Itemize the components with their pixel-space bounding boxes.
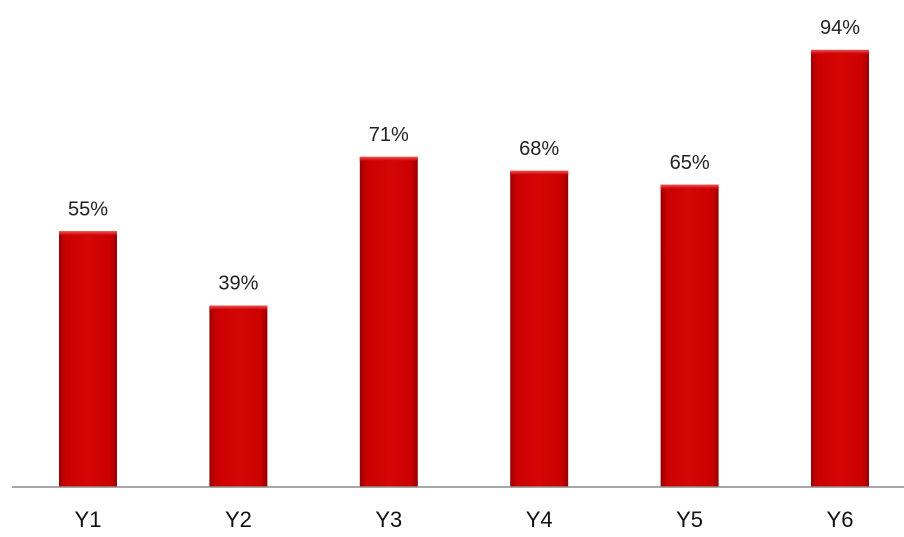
data-label-y6: 94% xyxy=(820,17,860,39)
bar-body xyxy=(209,305,268,487)
x-tick-label-y1: Y1 xyxy=(75,507,102,532)
bar-body xyxy=(811,49,869,488)
data-label-y5: 65% xyxy=(670,152,710,174)
bar-y6 xyxy=(811,49,869,488)
data-label-y4: 68% xyxy=(519,138,559,160)
bar-body xyxy=(660,184,719,487)
data-label-y3: 71% xyxy=(369,124,409,146)
bar-top-bevel xyxy=(209,305,268,310)
x-tick-label-y3: Y3 xyxy=(375,507,402,532)
bar-body xyxy=(359,156,418,487)
bar-top-bevel xyxy=(660,184,719,189)
data-label-y2: 39% xyxy=(218,273,258,295)
data-label-y1: 55% xyxy=(68,198,108,220)
bar-body xyxy=(59,231,117,487)
bars-group xyxy=(59,49,869,488)
bar-y2 xyxy=(209,305,268,487)
bar-top-bevel xyxy=(59,231,117,236)
x-tick-label-y4: Y4 xyxy=(526,507,553,532)
bar-y1 xyxy=(59,231,117,487)
x-tick-labels-group: Y1 Y2 Y3 Y4 Y5 Y6 xyxy=(75,507,854,532)
x-tick-label-y5: Y5 xyxy=(676,507,703,532)
x-tick-label-y2: Y2 xyxy=(225,507,252,532)
bar-body xyxy=(510,170,569,488)
bar-y5 xyxy=(660,184,719,487)
bar-top-bevel xyxy=(359,156,418,161)
data-labels-group: 55% 39% 71% 68% 65% 94% xyxy=(68,17,860,295)
bar-top-bevel xyxy=(510,170,569,175)
bar-y3 xyxy=(359,156,418,487)
x-tick-label-y6: Y6 xyxy=(827,507,854,532)
bar-top-bevel xyxy=(811,49,869,54)
bar-y4 xyxy=(510,170,569,488)
